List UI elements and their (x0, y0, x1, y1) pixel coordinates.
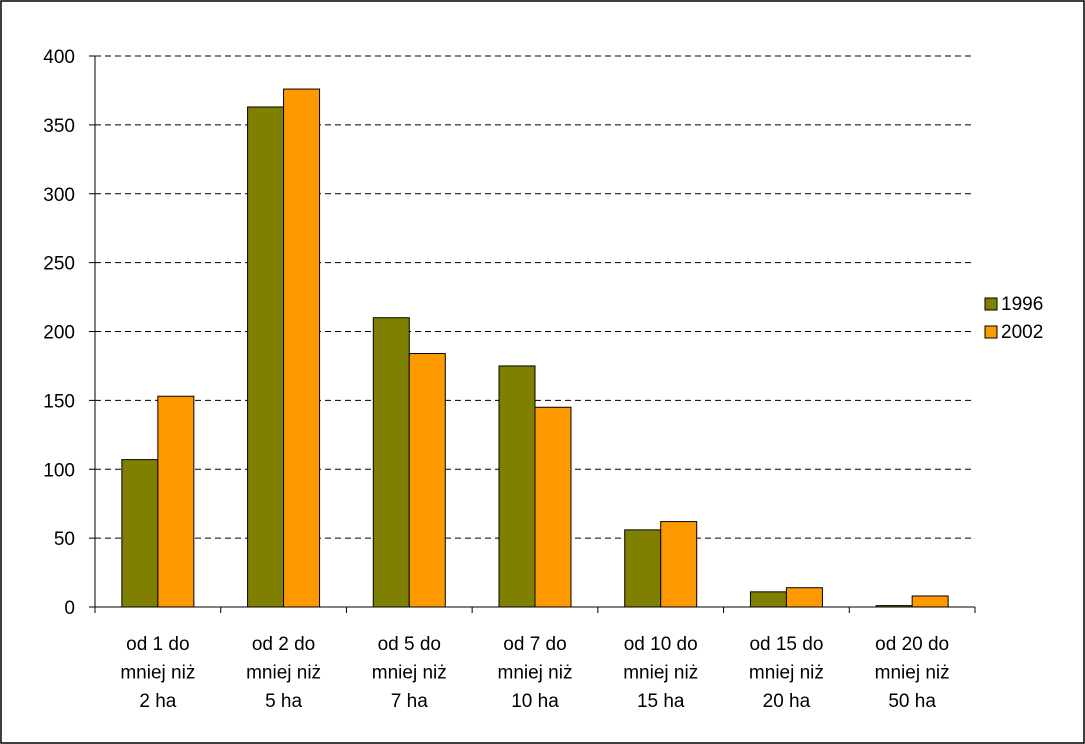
x-category-label-line: od 15 do (749, 634, 823, 655)
bar-2002-5 (660, 521, 698, 608)
y-tick-label: 50 (54, 529, 75, 550)
x-category-label-line: mniej niż (875, 663, 950, 684)
x-category-label-line: od 1 do (126, 634, 189, 655)
bar-1996-4 (498, 365, 536, 608)
x-category-label-line: 7 ha (391, 691, 428, 712)
legend-label-1996: 1996 (1001, 294, 1043, 315)
bars (121, 88, 949, 608)
bar-2002-7 (911, 595, 949, 608)
y-tick-label: 100 (43, 460, 75, 481)
bar-2002-2 (283, 88, 321, 608)
x-category-label-line: 15 ha (637, 691, 685, 712)
bar-1996-1 (121, 459, 159, 608)
x-category-label-line: od 5 do (378, 634, 441, 655)
x-category-label-line: 50 ha (888, 691, 936, 712)
x-category-label: od 10 do mniej niż 15 ha (623, 634, 698, 712)
x-category-label-line: 2 ha (139, 691, 176, 712)
x-category-label: od 1 do mniej niż 2 ha (120, 634, 195, 712)
x-category-label-line: mniej niż (498, 663, 573, 684)
legend-swatch-2002 (984, 325, 998, 339)
x-category-label-line: mniej niż (120, 663, 195, 684)
legend-label-2002: 2002 (1001, 322, 1043, 343)
x-category-label-line: od 7 do (503, 634, 566, 655)
legend: 1996 2002 (984, 294, 1043, 343)
x-category-label: od 20 do mniej niż 50 ha (875, 634, 950, 712)
y-tick-label: 250 (43, 254, 75, 275)
x-category-label-line: od 10 do (624, 634, 698, 655)
bar-2002-4 (534, 406, 572, 608)
bar-2002-1 (157, 395, 195, 608)
x-axis-labels: od 1 do mniej niż 2 ha od 2 do mniej niż 5 ha… (94, 607, 976, 712)
bar-1996-3 (372, 317, 410, 608)
x-category-label-line: 10 ha (511, 691, 559, 712)
x-category-label-line: 20 ha (763, 691, 811, 712)
y-tick-label: 350 (43, 116, 75, 137)
x-category-label: od 7 do mniej niż 10 ha (498, 634, 573, 712)
x-category-label-line: mniej niż (372, 663, 447, 684)
y-tick-label: 0 (64, 598, 75, 619)
bar-1996-2 (247, 106, 285, 608)
x-category-label-line: od 20 do (875, 634, 949, 655)
bar-2002-3 (408, 353, 446, 608)
x-category-label-line: 5 ha (265, 691, 302, 712)
y-tick-label: 300 (43, 185, 75, 206)
x-category-label-line: mniej niż (623, 663, 698, 684)
y-tick-label: 200 (43, 323, 75, 344)
bar-2002-6 (785, 587, 823, 608)
bar-1996-6 (749, 591, 787, 608)
x-category-label: od 5 do mniej niż 7 ha (372, 634, 447, 712)
y-axis-ticks: 0 50 100 150 200 250 300 350 400 (43, 47, 95, 619)
y-tick-label: 150 (43, 391, 75, 412)
y-tick-label: 400 (43, 47, 75, 68)
x-category-label-line: mniej niż (246, 663, 321, 684)
bar-1996-5 (624, 529, 662, 608)
x-category-label: od 15 do mniej niż 20 ha (749, 634, 824, 712)
x-category-label-line: od 2 do (252, 634, 315, 655)
x-category-label-line: mniej niż (749, 663, 824, 684)
x-category-label: od 2 do mniej niż 5 ha (246, 634, 321, 712)
legend-swatch-1996 (984, 297, 998, 311)
